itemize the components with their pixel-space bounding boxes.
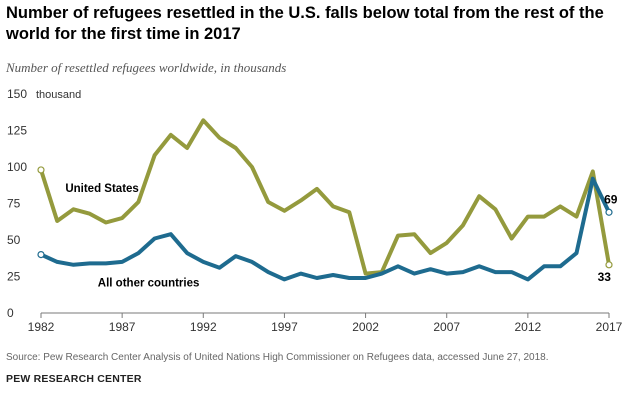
y-tick-label: 50 — [7, 233, 21, 247]
y-tick-label: 0 — [7, 306, 14, 320]
x-tick-label: 2017 — [596, 320, 623, 334]
end-value-label-all-other-countries: 69 — [604, 193, 618, 207]
y-tick-label: 25 — [7, 270, 21, 284]
x-tick-label: 1997 — [271, 320, 298, 334]
y-tick-label: 125 — [7, 124, 27, 138]
endpoint-marker-united-states — [37, 166, 45, 174]
credit-line: PEW RESEARCH CENTER — [6, 373, 142, 385]
end-value-label-united-states: 33 — [598, 270, 612, 284]
x-tick-label: 2007 — [433, 320, 460, 334]
endpoint-marker-all-other-countries — [605, 208, 613, 216]
series-label-all-other-countries: All other countries — [98, 278, 200, 290]
x-tick-label: 2012 — [515, 320, 542, 334]
x-tick-label: 1992 — [190, 320, 217, 334]
y-unit-label: thousand — [36, 89, 81, 101]
series-line-united-states — [39, 118, 611, 276]
series-line-all-other-countries — [39, 176, 611, 282]
endpoint-marker-all-other-countries — [37, 251, 45, 259]
chart-title: Number of refugees resettled in the U.S.… — [6, 4, 604, 43]
x-tick-label: 2002 — [352, 320, 379, 334]
source-note: Source: Pew Research Center Analysis of … — [6, 352, 549, 363]
x-tick-label: 1982 — [28, 320, 55, 334]
line-chart: 0 25 50 75 100 125 150 thousand 1982 1987 1992 1997… — [7, 87, 623, 334]
series-label-united-states: United States — [65, 183, 139, 195]
x-tick-label: 1987 — [109, 320, 136, 334]
chart-labels: United States All other countries 69 33 — [65, 183, 617, 290]
y-tick-label: 100 — [7, 160, 27, 174]
y-tick-label: 150 — [7, 87, 27, 101]
chart-subtitle: Number of resettled refugees worldwide, … — [6, 60, 287, 75]
endpoint-marker-united-states — [605, 261, 613, 269]
y-tick-label: 75 — [7, 197, 21, 211]
chart-axes: 0 25 50 75 100 125 150 thousand 1982 1987 1992 1997… — [7, 87, 623, 334]
chart-series — [37, 118, 613, 282]
